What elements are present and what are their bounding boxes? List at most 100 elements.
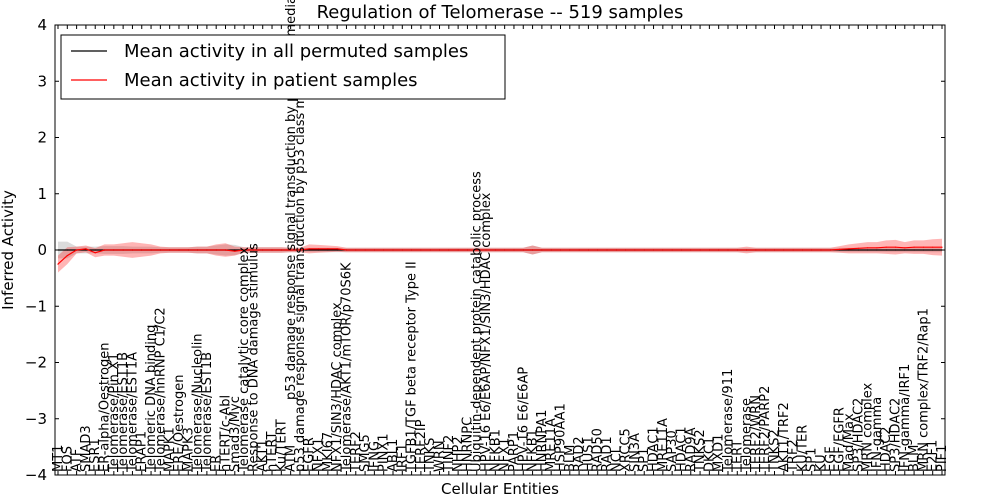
data-point-patient-60 bbox=[615, 249, 617, 251]
data-point-patient-45 bbox=[476, 249, 478, 251]
data-point-patient-29 bbox=[327, 248, 329, 250]
x-tick-label-nhp2: NHP2 bbox=[451, 436, 466, 472]
legend-label-patient: Mean activity in patient samples bbox=[124, 70, 418, 91]
data-point-patient-35 bbox=[383, 249, 385, 251]
data-point-patient-71 bbox=[718, 249, 720, 251]
data-point-patient-82 bbox=[820, 249, 822, 251]
data-point-permuted-30 bbox=[336, 249, 338, 251]
x-tick-label-nfx1-sin3-hdac-complex: NFX1/SIN3/HDAC complex bbox=[330, 302, 345, 472]
x-tick-label-tnks2: TNKS2 bbox=[768, 429, 783, 473]
data-point-patient-61 bbox=[625, 249, 627, 251]
x-tick-label-ere-oestrogen: ERE/Oestrogen bbox=[172, 375, 187, 472]
y-tick-label: −1 bbox=[25, 297, 47, 315]
x-tick-label-hdac1: HDAC1 bbox=[675, 426, 690, 472]
x-tick-label-telomerase-akt1-mtor-p70s6k: Telomerase/AKT1/mTOR/p70S6K bbox=[340, 262, 355, 473]
data-point-patient-81 bbox=[811, 249, 813, 251]
data-point-patient-49 bbox=[513, 249, 515, 251]
data-point-patient-6 bbox=[113, 249, 115, 251]
x-tick-label-telomerase: Telomerase bbox=[740, 398, 755, 473]
data-point-patient-3 bbox=[85, 248, 87, 250]
x-axis-label: Cellular Entities bbox=[441, 480, 559, 498]
data-point-patient-10 bbox=[150, 249, 152, 251]
x-tick-label-mad-max: Mad/Max bbox=[842, 413, 857, 472]
x-tick-label-p53-damage-response-signal-transduction-by-p53-class-mediator: p53 damage response signal transduction … bbox=[293, 49, 308, 472]
data-point-permuted-92 bbox=[913, 249, 915, 251]
x-tick-label-telomerase-catalytic-core-complex: Telomerase catalytic core complex bbox=[237, 247, 252, 473]
data-point-patient-94 bbox=[932, 246, 934, 248]
data-point-patient-24 bbox=[280, 249, 282, 251]
data-point-patient-95 bbox=[941, 246, 943, 248]
y-tick-label: 2 bbox=[37, 129, 47, 147]
data-point-patient-93 bbox=[922, 246, 925, 248]
data-point-patient-18 bbox=[224, 249, 227, 251]
x-tick-label-hdac2: HDAC2 bbox=[879, 426, 894, 472]
x-tick-label-blm: BLM bbox=[563, 445, 578, 472]
x-tick-label-akt1-trf2: AKT1/TRF2 bbox=[777, 402, 792, 472]
data-point-patient-38 bbox=[411, 249, 413, 251]
data-point-permuted-86 bbox=[857, 249, 859, 251]
data-point-patient-88 bbox=[876, 247, 878, 249]
y-tick-label: −2 bbox=[25, 354, 47, 372]
y-tick-label: 0 bbox=[37, 241, 47, 259]
data-point-permuted-29 bbox=[327, 249, 329, 251]
series-lines bbox=[57, 246, 943, 265]
data-point-permuted-88 bbox=[876, 249, 878, 251]
x-tick-label-rad9a: RAD9A bbox=[684, 427, 699, 472]
data-point-patient-7 bbox=[122, 249, 124, 251]
data-point-permuted-93 bbox=[922, 249, 925, 251]
x-tick-label-ubiquitin-dependent-protein-catabolic-process: Ubiquitin-dependent protein catabolic pr… bbox=[470, 171, 485, 472]
data-point-patient-4 bbox=[94, 252, 96, 254]
data-point-patient-20 bbox=[243, 249, 245, 251]
x-tick-label-tnks: TNKS bbox=[423, 438, 438, 473]
x-tick-label-nfx1: NFX1 bbox=[312, 438, 327, 472]
x-tick-label-irf1: IRF1 bbox=[395, 443, 410, 472]
x-tick-label-hdac1: HDAC1 bbox=[647, 426, 662, 472]
data-point-permuted-1 bbox=[66, 249, 68, 251]
x-tick-label-sp3-hdac2: SP3/HDAC2 bbox=[889, 398, 904, 472]
x-tick-label-trf2: TRF2 bbox=[786, 439, 801, 473]
data-point-patient-65 bbox=[662, 249, 664, 251]
x-tick-label-hnrnpa1: HNRNPA1 bbox=[535, 410, 550, 472]
x-tick-label-telomerase-hnrnp-c1-c2: Telomerase/hnRNP C1/C2 bbox=[153, 307, 168, 473]
x-tick-label-smad3-myc: Smad3/Myc bbox=[228, 396, 243, 472]
data-point-patient-85 bbox=[848, 248, 850, 250]
x-tick-label-terf2ip: TERF2IP bbox=[414, 419, 429, 473]
data-point-permuted-90 bbox=[894, 249, 897, 251]
x-tick-label-hpv-16-e6-e6ap-nfx1-sin3-hdac-complex: HPV-16 E6/E6AP/NFX1/SIN3/HDAC complex bbox=[479, 192, 494, 472]
data-point-patient-30 bbox=[336, 248, 338, 250]
data-point-patient-19 bbox=[234, 250, 236, 252]
data-point-patient-15 bbox=[197, 249, 199, 251]
x-tick-label-sap30: SAP30 bbox=[665, 430, 680, 472]
data-point-patient-75 bbox=[755, 249, 757, 251]
legend-box bbox=[60, 34, 506, 100]
y-tick-label: 1 bbox=[37, 185, 47, 203]
data-point-patient-56 bbox=[578, 249, 580, 251]
x-tick-label-tnks2: TNKS2 bbox=[693, 429, 708, 473]
data-point-patient-37 bbox=[401, 249, 403, 251]
data-point-patient-50 bbox=[522, 249, 524, 251]
legend: Mean activity in all permuted samples Me… bbox=[60, 34, 506, 100]
data-point-patient-48 bbox=[504, 249, 506, 251]
legend-label-permuted: Mean activity in all permuted samples bbox=[124, 41, 468, 62]
data-point-patient-58 bbox=[597, 249, 599, 251]
data-point-patient-91 bbox=[904, 247, 906, 249]
data-point-patient-8 bbox=[131, 249, 133, 251]
data-point-permuted-3 bbox=[85, 249, 87, 251]
data-point-patient-73 bbox=[736, 249, 738, 251]
x-tick-label-rad2: RAD2 bbox=[572, 436, 587, 472]
data-point-patient-17 bbox=[215, 249, 217, 251]
data-point-patient-21 bbox=[252, 249, 254, 251]
series-line-patient bbox=[57, 246, 942, 265]
x-tick-label-xrcc5: XRCC5 bbox=[619, 428, 634, 472]
x-tick-label-dkc1: DKC1 bbox=[702, 437, 717, 472]
data-point-patient-52 bbox=[541, 249, 543, 251]
x-tick-label-frap1: FRAP1 bbox=[135, 431, 150, 472]
data-point-patient-57 bbox=[587, 249, 590, 251]
x-tick-label-terf2-parp2: TERF2/PARP2 bbox=[758, 386, 773, 473]
data-point-patient-43 bbox=[457, 249, 459, 251]
x-axis bbox=[57, 25, 943, 475]
data-point-patient-54 bbox=[559, 249, 562, 251]
x-tick-label-telomerase-est1a: Telomerase/EST1A bbox=[125, 352, 140, 473]
x-tick-label-pinx1: PINX1 bbox=[377, 433, 392, 472]
